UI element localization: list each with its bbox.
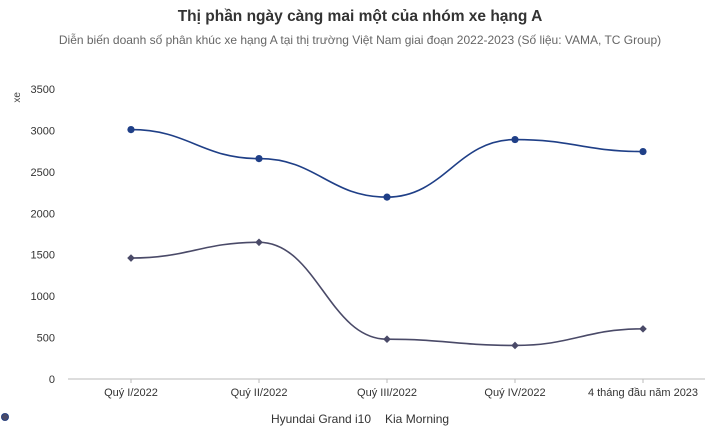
legend-diamond-marker (1, 413, 9, 421)
x-tick-label: Quý II/2022 (231, 387, 288, 399)
x-tick-label: Quý III/2022 (357, 387, 417, 399)
chart-title: Thị phần ngày càng mai một của nhóm xe h… (177, 8, 543, 25)
data-point (511, 135, 519, 144)
legend-label: Hyundai Grand i10 (270, 412, 372, 426)
y-tick-label: 500 (37, 333, 55, 345)
data-point (511, 341, 519, 350)
x-tick-label: Quý IV/2022 (484, 387, 545, 399)
x-tick-label: Quý I/2022 (104, 387, 158, 399)
data-point (127, 126, 135, 134)
y-tick-label: 3000 (31, 125, 55, 137)
series-line-2 (130, 241, 644, 347)
y-tick-label: 1500 (31, 250, 55, 262)
data-point (255, 238, 263, 247)
data-point (383, 193, 391, 201)
y-tick-label: 2000 (31, 208, 55, 220)
data-point (639, 147, 647, 156)
data-point (383, 335, 391, 344)
legend-item: Kia Morning (1, 412, 450, 426)
data-point (127, 254, 135, 262)
x-tick-label: 4 tháng đầu năm 2023 (588, 387, 698, 399)
y-axis-label: xe (12, 92, 23, 103)
legend-item: Hyundai Grand i10 (1, 412, 372, 426)
chart-subtitle: Diễn biến doanh số phân khúc xe hạng A t… (58, 33, 662, 47)
y-tick-label: 1000 (31, 291, 55, 303)
y-tick-label: 3500 (31, 84, 55, 96)
series-line-1 (130, 128, 644, 198)
data-point (255, 155, 263, 163)
legend-label: Kia Morning (385, 412, 450, 426)
y-tick-label: 2500 (31, 167, 55, 179)
chart-legend: Hyundai Grand i10 Kia Morning (0, 412, 720, 426)
data-point (639, 325, 647, 333)
y-tick-label: 0 (49, 374, 55, 386)
